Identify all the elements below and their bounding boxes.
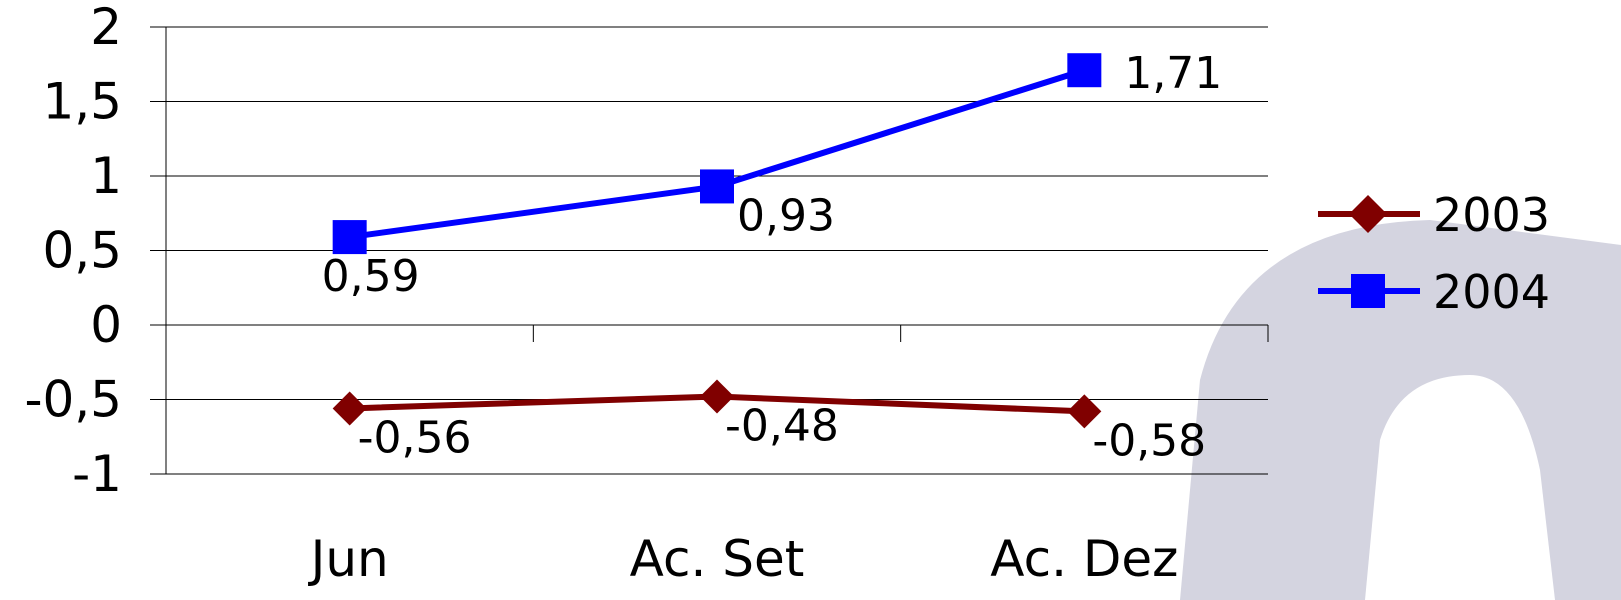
- y-tick-label: -1: [72, 445, 122, 503]
- legend-item-2003: 2003: [1318, 188, 1550, 242]
- data-label: 1,71: [1124, 48, 1222, 99]
- y-tick-labels: 2 1,5 1 0,5 0 -0,5 -1: [24, 0, 122, 503]
- watermark-logo: [1180, 220, 1621, 600]
- watermark-shape: [1180, 220, 1621, 600]
- y-tick-label: 0,5: [42, 222, 122, 280]
- data-label: -0,48: [725, 401, 839, 452]
- axes: [165, 27, 1269, 474]
- x-tick-labels: Jun Ac. Set Ac. Dez: [308, 530, 1179, 588]
- y-tick-label: 2: [90, 0, 122, 56]
- y-tick-label: 1: [90, 147, 122, 205]
- data-point: [700, 379, 734, 414]
- legend-item-2004: 2004: [1318, 265, 1550, 319]
- y-tick-label: 0: [90, 296, 122, 354]
- x-tick-label: Ac. Dez: [990, 530, 1178, 588]
- y-tick-label: -0,5: [24, 371, 122, 429]
- gridlines: [150, 26, 1268, 475]
- y-tick-label: 1,5: [42, 73, 122, 131]
- data-point: [1067, 53, 1102, 88]
- series-2004: 0,59 0,93 1,71: [322, 48, 1223, 302]
- series-2003: -0,56 -0,48 -0,58: [332, 379, 1206, 466]
- data-point: [700, 169, 734, 204]
- legend-marker: [1351, 274, 1385, 308]
- series-line: [349, 67, 1086, 241]
- series-layer: -0,56 -0,48 -0,58 0,59 0,93 1,71: [322, 48, 1223, 466]
- legend-label: 2004: [1433, 265, 1550, 319]
- legend-marker: [1349, 195, 1387, 233]
- legend-label: 2003: [1433, 188, 1550, 242]
- data-label: -0,58: [1092, 415, 1206, 466]
- x-tick-label: Ac. Set: [630, 530, 805, 588]
- x-tick-label: Jun: [308, 530, 389, 588]
- data-point: [1067, 394, 1102, 429]
- data-point: [332, 391, 367, 426]
- legend: 2003 2004: [1318, 188, 1550, 319]
- data-point: [332, 220, 367, 255]
- data-label: 0,93: [737, 190, 835, 241]
- data-label: -0,56: [358, 412, 472, 463]
- data-label: 0,59: [322, 251, 420, 302]
